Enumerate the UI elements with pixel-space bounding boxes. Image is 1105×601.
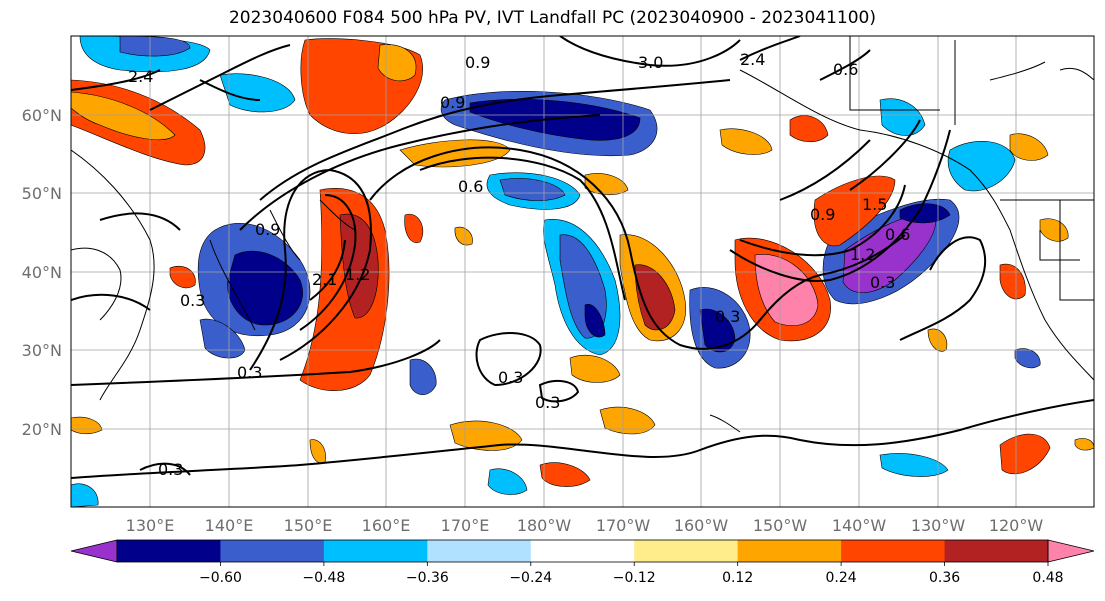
lat-tick-label: 30°N [22, 341, 62, 360]
colorbar-extend-high [1047, 539, 1095, 563]
colorbar-tick-label: −0.36 [406, 570, 449, 586]
colorbar-segment [117, 540, 221, 562]
lat-tick-label: 60°N [22, 106, 62, 125]
lon-tick-label: 120°W [989, 516, 1044, 535]
colorbar-tick-label: −0.48 [302, 570, 345, 586]
contour-label: 0.6 [833, 60, 858, 79]
lat-tick-label: 40°N [22, 263, 62, 282]
contour-label: 1.5 [862, 195, 887, 214]
colorbar-tick-label: 0.24 [826, 570, 857, 586]
contour-label-group: 0.3 0.3 0.3 0.3 0.3 0.6 0.6 0.6 0.9 0.9 … [128, 50, 910, 479]
pv-contours [71, 36, 1094, 479]
colorbar-segment [634, 540, 739, 562]
lat-tick-label: 50°N [22, 184, 62, 203]
contour-label: 0.9 [810, 205, 835, 224]
plot-area: 0.3 0.3 0.3 0.3 0.3 0.6 0.6 0.6 0.9 0.9 … [71, 36, 1094, 507]
colorbar-outline [116, 539, 1049, 563]
contour-label: 0.6 [458, 177, 483, 196]
colorbar-tick-label: −0.60 [199, 570, 242, 586]
contour-label: 2.4 [128, 67, 153, 86]
coastlines [71, 36, 1094, 433]
colorbar: −0.60 −0.48 −0.36 −0.24 −0.12 0.12 0.24 0.36 0.4… [70, 539, 1095, 586]
contour-label: 0.3 [498, 368, 523, 387]
lon-tick-label: 130°E [126, 516, 175, 535]
colorbar-tick-label: 0.48 [1032, 570, 1063, 586]
contour-label: 0.3 [870, 273, 895, 292]
lon-tick-label: 130°W [911, 516, 966, 535]
colorbar-segment [530, 540, 635, 562]
colorbar-tick-label: 0.36 [929, 570, 960, 586]
contour-label: 1.2 [850, 245, 875, 264]
contour-label: 0.3 [180, 291, 205, 310]
contour-label: 2.1 [312, 270, 337, 289]
longitude-tick-labels: 130°E 140°E 150°E 160°E 170°E 180°W 170°… [126, 516, 1044, 535]
lon-tick-label: 160°W [674, 516, 729, 535]
plot-frame [70, 35, 1095, 508]
contour-label: 0.3 [237, 363, 262, 382]
colorbar-segment [841, 540, 946, 562]
contour-label: 0.9 [440, 93, 465, 112]
lon-tick-label: 150°E [284, 516, 333, 535]
contour-label: 0.3 [715, 307, 740, 326]
contour-label: 0.3 [158, 460, 183, 479]
lon-tick-label: 150°W [753, 516, 808, 535]
contour-label: 0.3 [535, 393, 560, 412]
contour-label: 0.6 [885, 225, 910, 244]
colorbar-segment [427, 540, 532, 562]
grid-lines [71, 36, 1094, 507]
contour-label: 3.0 [638, 53, 663, 72]
colorbar-segment [323, 540, 428, 562]
lat-tick-label: 20°N [22, 420, 62, 439]
lon-tick-label: 160°E [362, 516, 411, 535]
contour-label: 1.2 [345, 265, 370, 284]
lon-tick-label: 140°W [832, 516, 887, 535]
colorbar-tick-label: −0.24 [509, 570, 552, 586]
latitude-tick-labels: 60°N 50°N 40°N 30°N 20°N [22, 106, 62, 439]
lon-tick-label: 170°E [441, 516, 490, 535]
contour-label: 0.9 [255, 220, 280, 239]
lon-tick-label: 170°W [596, 516, 651, 535]
lon-tick-label: 140°E [205, 516, 254, 535]
contour-label: 0.9 [465, 53, 490, 72]
contour-label: 2.4 [740, 50, 765, 69]
colorbar-segment [944, 540, 1049, 562]
colorbar-tick-label: 0.12 [722, 570, 753, 586]
map-title: 2023040600 F084 500 hPa PV, IVT Landfall… [228, 8, 876, 28]
colorbar-segment [737, 540, 842, 562]
colorbar-extend-low [70, 539, 118, 563]
colorbar-segment [220, 540, 325, 562]
lon-tick-label: 180°W [517, 516, 572, 535]
colorbar-tick-label: −0.12 [613, 570, 656, 586]
